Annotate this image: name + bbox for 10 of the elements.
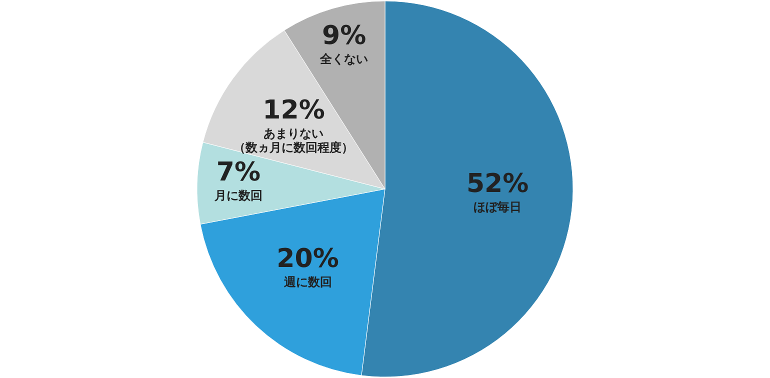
data-label: 52% xyxy=(466,169,529,200)
data-label: 7% xyxy=(216,157,261,188)
slice-label: 月に数回 xyxy=(213,188,262,202)
data-label: 9% xyxy=(322,21,366,52)
slice-label: ほぼ毎日 xyxy=(474,200,522,214)
slice-label: 週に数回 xyxy=(282,275,332,290)
slice-label: 全くない xyxy=(319,52,368,66)
data-label: 20% xyxy=(276,244,339,274)
data-label: 12% xyxy=(262,96,325,126)
slice-label: あまりない（数ヵ月に数回程度） xyxy=(234,126,354,155)
